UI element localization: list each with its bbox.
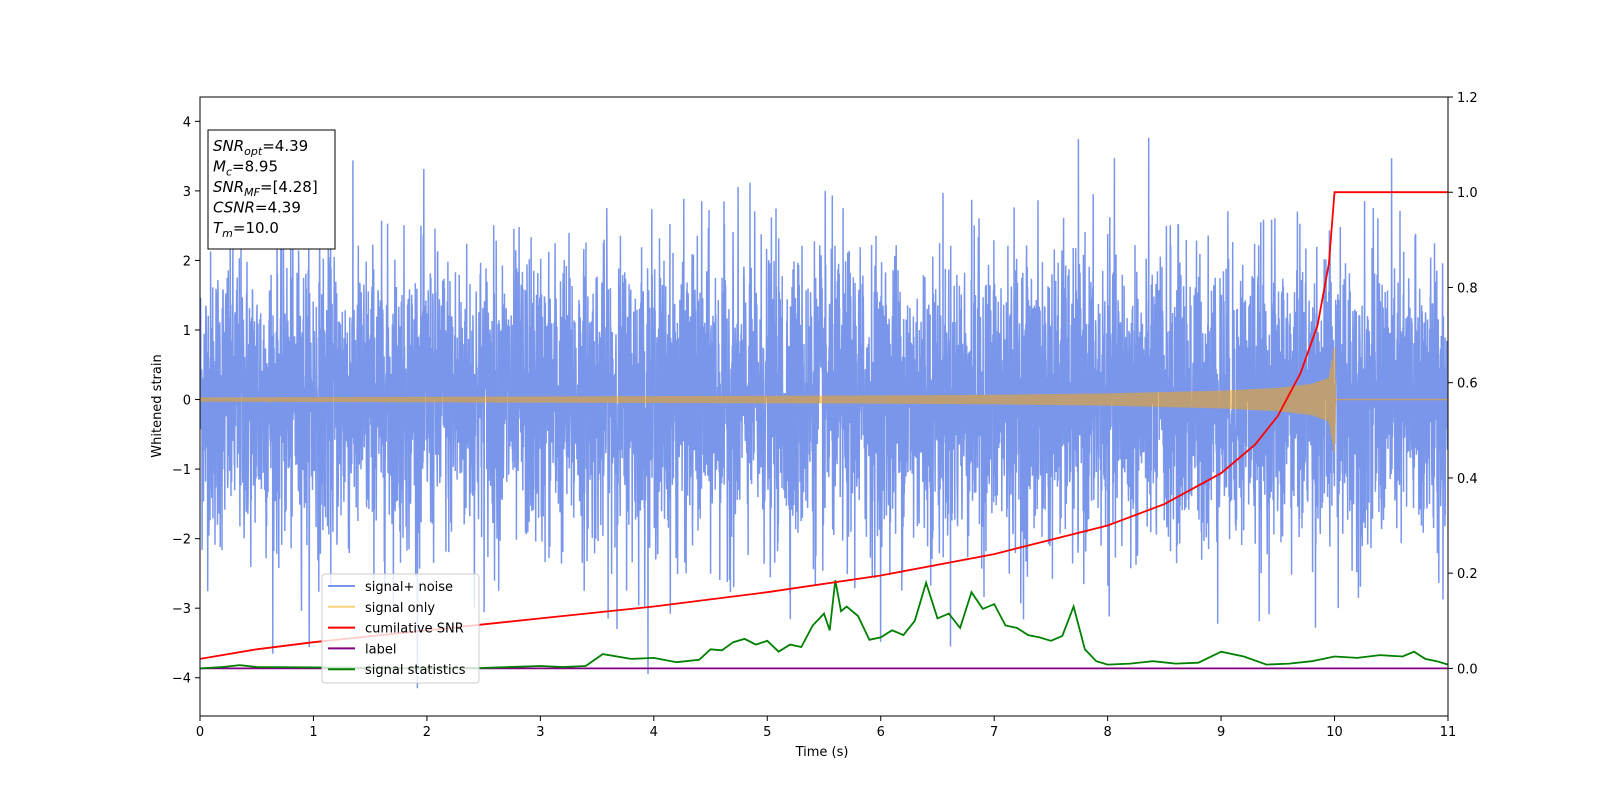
legend-entry: label xyxy=(365,642,396,657)
x-axis-label: Time (s) xyxy=(795,745,849,760)
x-tick-label: 0 xyxy=(196,725,204,740)
series-signal-only xyxy=(200,347,1448,452)
y-axis-label: Whitened strain xyxy=(150,354,165,457)
y-tick-label: 4 xyxy=(183,115,191,130)
y-tick-label: −2 xyxy=(172,533,191,548)
x-axis: 0 1 2 3 4 5 6 7 8 9 10 11 xyxy=(196,716,1456,740)
y2-tick-label: 1.0 xyxy=(1457,186,1478,201)
y-tick-label: 0 xyxy=(183,394,191,409)
annotation-line: CSNR=4.39 xyxy=(213,199,301,217)
y2-tick-label: 1.2 xyxy=(1457,91,1478,106)
y-tick-label: 1 xyxy=(183,324,191,339)
annotation-line: Mc=8.95 xyxy=(213,158,278,179)
y-tick-label: −1 xyxy=(172,463,191,478)
legend-entry: cumilative SNR xyxy=(365,622,464,637)
x-tick-label: 5 xyxy=(763,725,771,740)
y-tick-label: −4 xyxy=(172,672,191,687)
x-tick-label: 1 xyxy=(309,725,317,740)
y2-tick-label: 0.2 xyxy=(1457,567,1478,582)
y-axis-left: 4 3 2 1 0 −1 −2 −3 −4 xyxy=(172,115,200,687)
annotation-line: SNRopt=4.39 xyxy=(213,137,308,158)
y2-tick-label: 0.4 xyxy=(1457,472,1478,487)
x-tick-label: 2 xyxy=(423,725,431,740)
y-axis-right: 1.2 1.0 0.8 0.6 0.4 0.2 0.0 xyxy=(1448,91,1478,677)
y-tick-label: 3 xyxy=(183,185,191,200)
y2-tick-label: 0.6 xyxy=(1457,377,1478,392)
x-tick-label: 3 xyxy=(536,725,544,740)
x-tick-label: 9 xyxy=(1217,725,1225,740)
axes-frame xyxy=(199,96,1449,717)
legend-frame xyxy=(321,573,480,684)
legend: signal+ noise signal only cumilative SNR la… xyxy=(321,573,480,684)
annotation-line: SNRMF=[4.28] xyxy=(213,178,318,199)
x-tick-label: 4 xyxy=(650,725,658,740)
legend-entry: signal+ noise xyxy=(365,580,453,595)
series-signal-noise xyxy=(200,137,1448,689)
x-tick-label: 11 xyxy=(1440,725,1457,740)
y2-tick-label: 0.8 xyxy=(1457,281,1478,296)
series-signal-statistics xyxy=(200,579,1448,670)
x-tick-label: 7 xyxy=(990,725,998,740)
annotation-frame xyxy=(207,129,336,250)
y-tick-label: 2 xyxy=(183,254,191,269)
y2-tick-label: 0.0 xyxy=(1457,662,1478,677)
x-tick-label: 6 xyxy=(877,725,885,740)
legend-entry: signal statistics xyxy=(365,663,466,678)
x-tick-label: 8 xyxy=(1103,725,1111,740)
legend-entry: signal only xyxy=(365,601,435,616)
x-tick-label: 10 xyxy=(1326,725,1343,740)
annotation-line: Tm=10.0 xyxy=(213,219,279,240)
y-tick-label: −3 xyxy=(172,602,191,617)
